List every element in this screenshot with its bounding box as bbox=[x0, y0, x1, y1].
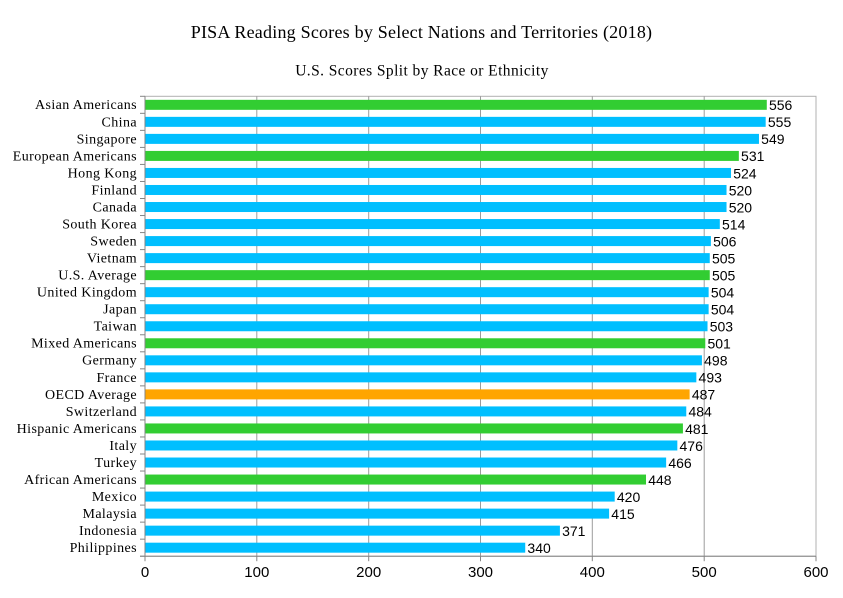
svg-text:Asian Americans: Asian Americans bbox=[35, 98, 137, 113]
svg-text:Mixed Americans: Mixed Americans bbox=[31, 337, 137, 352]
svg-text:498: 498 bbox=[704, 353, 728, 369]
svg-text:China: China bbox=[102, 115, 138, 130]
svg-text:503: 503 bbox=[710, 319, 734, 335]
svg-text:Germany: Germany bbox=[82, 354, 137, 369]
svg-text:504: 504 bbox=[711, 284, 735, 300]
svg-text:300: 300 bbox=[468, 564, 493, 581]
svg-text:Hong Kong: Hong Kong bbox=[68, 166, 137, 181]
svg-text:500: 500 bbox=[692, 564, 717, 581]
svg-text:514: 514 bbox=[722, 216, 746, 232]
svg-text:504: 504 bbox=[711, 302, 735, 318]
svg-text:Taiwan: Taiwan bbox=[94, 320, 137, 335]
svg-text:493: 493 bbox=[699, 370, 723, 386]
svg-text:501: 501 bbox=[707, 336, 731, 352]
svg-text:487: 487 bbox=[692, 387, 716, 403]
svg-text:France: France bbox=[97, 371, 138, 386]
svg-text:531: 531 bbox=[741, 148, 765, 164]
svg-text:549: 549 bbox=[761, 131, 785, 147]
svg-text:506: 506 bbox=[713, 233, 737, 249]
svg-text:Canada: Canada bbox=[93, 200, 138, 215]
svg-text:476: 476 bbox=[680, 438, 704, 454]
svg-text:Turkey: Turkey bbox=[95, 456, 137, 471]
svg-text:Sweden: Sweden bbox=[90, 234, 137, 249]
svg-text:520: 520 bbox=[729, 199, 753, 215]
svg-text:Singapore: Singapore bbox=[77, 132, 137, 147]
svg-text:420: 420 bbox=[617, 489, 641, 505]
svg-text:481: 481 bbox=[685, 421, 709, 437]
svg-text:U.S. Scores Split by Race or E: U.S. Scores Split by Race or Ethnicity bbox=[295, 63, 549, 80]
svg-text:Italy: Italy bbox=[109, 439, 137, 454]
svg-text:Switzerland: Switzerland bbox=[66, 405, 137, 420]
svg-text:European Americans: European Americans bbox=[13, 149, 137, 164]
svg-text:South Korea: South Korea bbox=[62, 217, 137, 232]
svg-text:PISA Reading Scores by Select: PISA Reading Scores by Select Nations an… bbox=[191, 22, 653, 43]
svg-text:Hispanic Americans: Hispanic Americans bbox=[17, 422, 137, 437]
svg-text:415: 415 bbox=[611, 506, 635, 522]
svg-text:Philippines: Philippines bbox=[70, 541, 137, 556]
svg-text:Indonesia: Indonesia bbox=[79, 524, 137, 539]
svg-text:524: 524 bbox=[733, 165, 757, 181]
svg-text:U.S. Average: U.S. Average bbox=[58, 269, 137, 284]
svg-text:0: 0 bbox=[141, 564, 149, 581]
svg-text:400: 400 bbox=[580, 564, 605, 581]
svg-text:200: 200 bbox=[356, 564, 381, 581]
svg-text:505: 505 bbox=[712, 250, 736, 266]
svg-text:United Kingdom: United Kingdom bbox=[37, 286, 137, 301]
svg-text:340: 340 bbox=[527, 540, 551, 556]
svg-text:466: 466 bbox=[668, 455, 692, 471]
svg-text:Malaysia: Malaysia bbox=[82, 507, 137, 522]
svg-text:Vietnam: Vietnam bbox=[87, 252, 137, 267]
svg-text:OECD Average: OECD Average bbox=[45, 388, 137, 403]
svg-text:African Americans: African Americans bbox=[24, 473, 137, 488]
svg-text:100: 100 bbox=[244, 564, 269, 581]
svg-text:520: 520 bbox=[729, 182, 753, 198]
svg-text:484: 484 bbox=[688, 404, 712, 420]
svg-text:505: 505 bbox=[712, 267, 736, 283]
svg-text:600: 600 bbox=[803, 564, 828, 581]
svg-text:555: 555 bbox=[768, 114, 792, 130]
svg-text:Mexico: Mexico bbox=[92, 490, 137, 505]
svg-text:Finland: Finland bbox=[91, 183, 137, 198]
svg-text:Japan: Japan bbox=[103, 303, 137, 318]
svg-text:556: 556 bbox=[769, 97, 793, 113]
svg-text:371: 371 bbox=[562, 523, 586, 539]
svg-text:448: 448 bbox=[648, 472, 672, 488]
